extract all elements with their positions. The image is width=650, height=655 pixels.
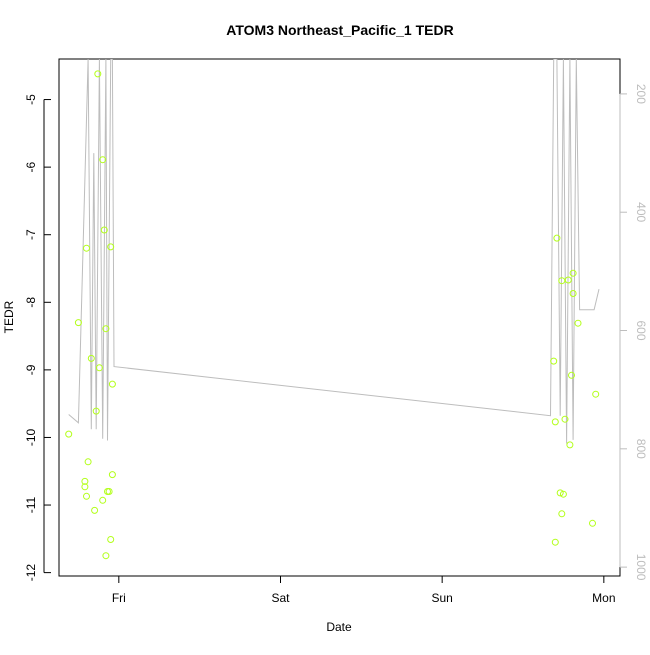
data-point (87, 354, 95, 362)
axis-layer: -5 -6 -7 -8 -9 -10 -11 -12 200 400 600 800 1000 Fri Sa… (24, 84, 648, 605)
chart-title: ATOM3 Northeast_Pacific_1 TEDR (226, 22, 453, 38)
data-point (105, 488, 113, 495)
data-point (107, 536, 115, 543)
data-point (99, 496, 107, 504)
point-layer (65, 70, 600, 560)
data-point (94, 70, 102, 78)
data-point (559, 490, 567, 498)
y-tick-label: -6 (24, 161, 38, 172)
data-point (100, 226, 108, 234)
y2-tick-label: 400 (634, 202, 648, 222)
y2-tick-label: 800 (634, 439, 648, 459)
data-point (569, 269, 577, 277)
data-point (102, 325, 110, 333)
data-point (102, 552, 110, 560)
data-point (558, 510, 566, 518)
data-point (99, 156, 107, 164)
data-point (92, 407, 100, 415)
data-point (558, 277, 566, 285)
data-point (566, 441, 574, 449)
data-point (589, 519, 596, 527)
x-axis-title: Date (326, 620, 352, 634)
y-tick-label: -5 (24, 94, 38, 105)
y2-tick-label: 200 (634, 84, 648, 104)
data-point (84, 458, 92, 466)
data-point (83, 244, 90, 252)
data-point (592, 390, 600, 398)
data-point (95, 364, 103, 372)
data-point (91, 506, 99, 514)
data-point (81, 477, 89, 485)
y-tick-label: -7 (24, 229, 38, 240)
y-tick-label: -11 (24, 496, 38, 513)
data-point (108, 471, 116, 479)
data-point (107, 243, 115, 251)
data-point (550, 357, 558, 365)
data-point (556, 489, 564, 497)
data-point (83, 492, 90, 500)
data-point (574, 319, 582, 327)
data-point (551, 538, 559, 546)
x-tick-label: Fri (112, 591, 126, 605)
x-tick-label: Mon (592, 591, 615, 605)
y2-tick-label: 1000 (634, 554, 648, 581)
plot-area-frame (58, 58, 621, 577)
data-point (564, 276, 572, 284)
x-tick-label: Sat (271, 591, 290, 605)
x-tick-label: Sun (431, 591, 452, 605)
data-point (568, 371, 575, 379)
data-point (551, 418, 559, 426)
data-point (561, 415, 569, 423)
data-point (81, 483, 89, 491)
line-layer (68, 59, 600, 444)
data-point (569, 290, 577, 297)
data-point (65, 430, 73, 438)
data-point (553, 234, 561, 242)
y-tick-label: -8 (24, 297, 38, 308)
y-axis-title: TEDR (2, 300, 16, 333)
data-point (74, 319, 82, 327)
data-point (108, 380, 116, 388)
series-line (68, 59, 600, 444)
y-tick-label: -12 (24, 564, 38, 582)
y2-tick-label: 600 (634, 320, 648, 340)
y-tick-label: -10 (24, 429, 38, 447)
y-tick-label: -9 (24, 364, 38, 375)
